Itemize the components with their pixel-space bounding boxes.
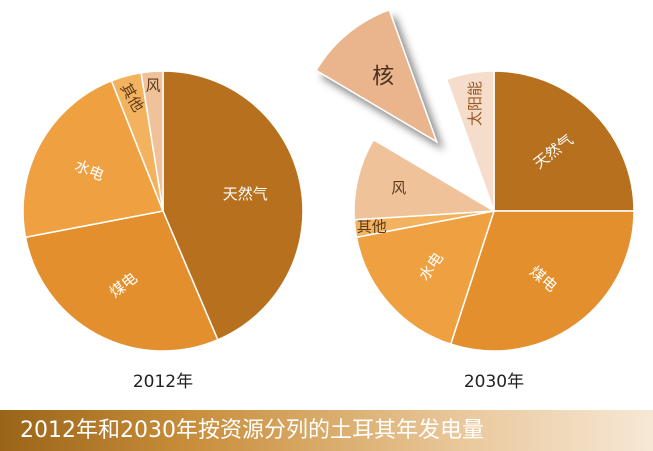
- pie-0-slice-0: [162, 70, 304, 341]
- pie-1-slice-label-6: 太阳能: [466, 81, 484, 126]
- pie-0-slice-1: [24, 210, 219, 352]
- pie-0-slice-label-4: 风: [146, 76, 161, 94]
- pie-0-title: 2012年: [133, 372, 193, 392]
- pie-1-slice-1: [449, 210, 635, 352]
- pie-1-slice-4: [353, 138, 497, 221]
- pie-1-title: 2030年: [464, 372, 524, 392]
- pie-1-slice-label-3: 其他: [357, 217, 387, 235]
- pie-0-slice-label-0: 天然气: [223, 185, 268, 203]
- pie-1-slice-label-4: 风: [391, 179, 406, 197]
- pie-1-slice-0: [493, 70, 635, 212]
- pie-0-slice-4: [140, 70, 164, 212]
- pie-1-slice-6: [445, 70, 495, 212]
- pie-1-slice-5: [315, 8, 439, 144]
- caption-bar: 2012年和2030年按资源分列的土耳其年发电量: [0, 410, 653, 451]
- pie-1-slice-label-5: 核: [372, 64, 394, 89]
- pie-0-slice-2: [22, 79, 165, 239]
- pie-1-slice-2: [355, 210, 496, 346]
- chart-caption: 2012年和2030年按资源分列的土耳其年发电量: [20, 418, 484, 443]
